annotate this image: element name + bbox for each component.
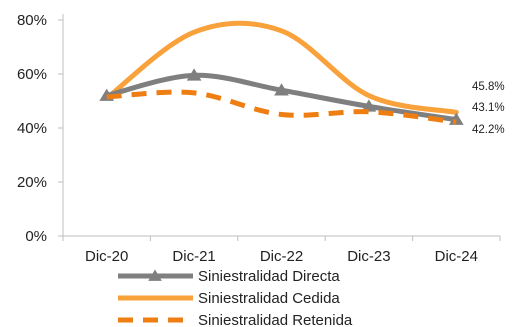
y-tick-label: 20%: [17, 174, 47, 191]
data-point-marker: [361, 99, 377, 112]
legend-item-siniestralidad-retenida: Siniestralidad Retenida: [118, 312, 353, 327]
data-label: 42.2%: [472, 124, 505, 136]
chart-series: [99, 20, 464, 125]
chart-data-labels: 45.8% 43.1% 42.2%: [472, 81, 505, 136]
legend-marker: [148, 269, 162, 281]
data-point-marker: [186, 68, 202, 81]
chart-axes: 0% 20% 40% 60% 80% Dic-20 Dic-21 Dic-22 Dic-23 Di…: [17, 12, 501, 265]
data-point-marker: [448, 112, 464, 125]
series-line-siniestralidad-cedida: [104, 20, 459, 115]
x-tick-label: Dic-23: [347, 248, 390, 265]
data-point-marker: [274, 83, 289, 96]
data-label: 43.1%: [472, 102, 505, 114]
legend-item-siniestralidad-directa: Siniestralidad Directa: [118, 268, 340, 285]
y-tick-label: 80%: [17, 12, 47, 29]
x-tick-label: Dic-24: [435, 248, 478, 265]
x-tick-label: Dic-21: [172, 248, 215, 265]
y-tick-label: 40%: [17, 120, 47, 137]
chart-legend: Siniestralidad Directa Siniestralidad Ced…: [118, 268, 353, 327]
y-tick-label: 0%: [25, 228, 47, 245]
data-label: 45.8%: [472, 81, 505, 93]
legend-item-siniestralidad-cedida: Siniestralidad Cedida: [118, 290, 340, 307]
x-tick-label: Dic-22: [260, 248, 303, 265]
series-line-siniestralidad-retenida: [106, 89, 457, 125]
legend-label: Siniestralidad Cedida: [198, 290, 340, 307]
legend-label: Siniestralidad Directa: [198, 268, 340, 285]
legend-label: Siniestralidad Retenida: [198, 312, 353, 327]
y-tick-label: 60%: [17, 66, 47, 83]
series-siniestralidad-cedida: [104, 20, 459, 115]
series-siniestralidad-retenida: [106, 89, 457, 125]
x-tick-label: Dic-20: [85, 248, 128, 265]
